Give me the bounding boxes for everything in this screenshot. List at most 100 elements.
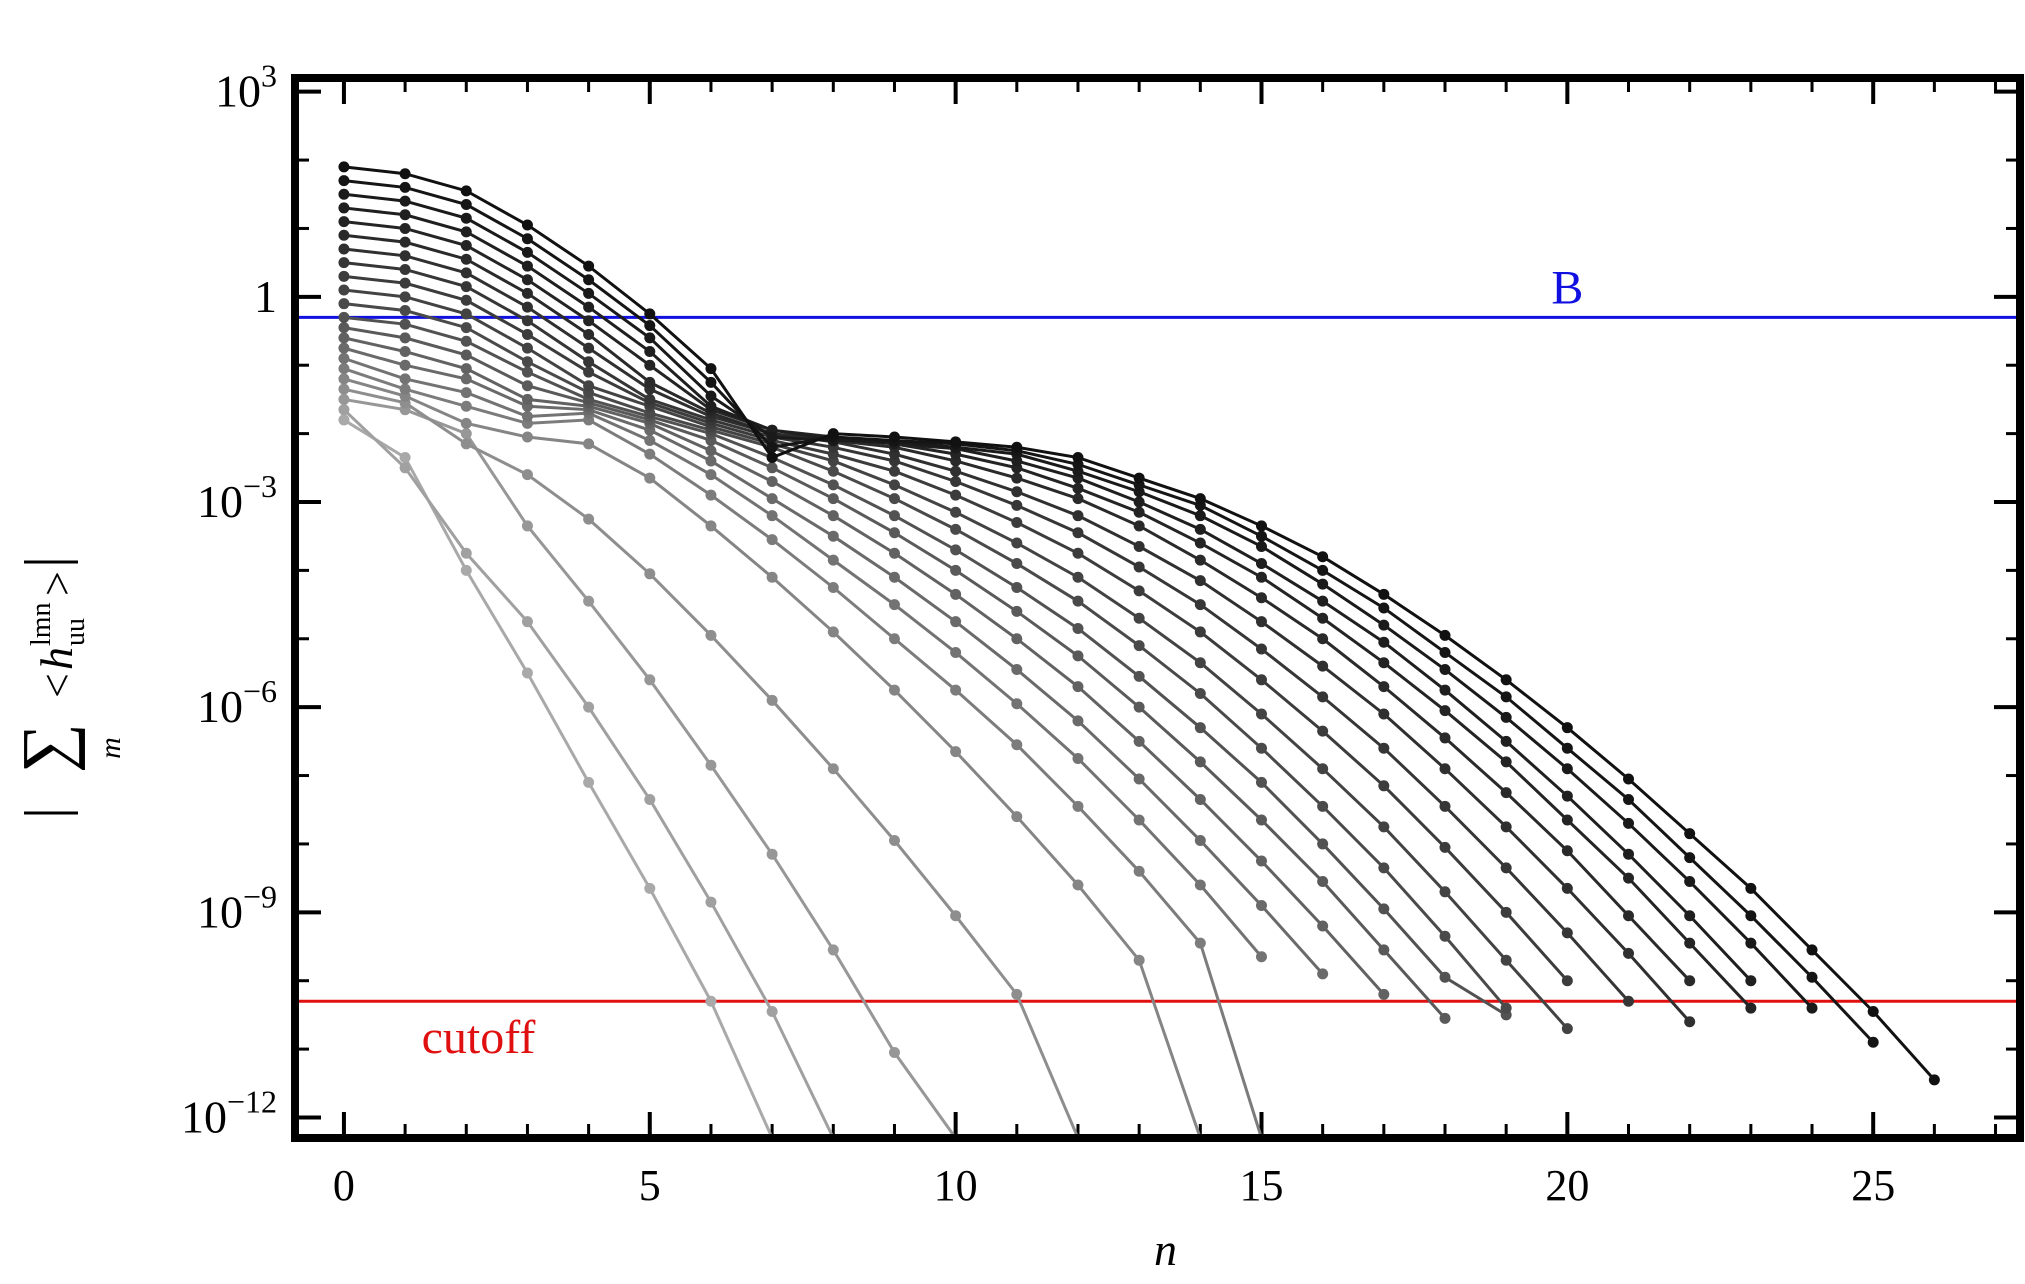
data-point — [1011, 499, 1023, 511]
data-point — [338, 414, 350, 426]
data-point — [1684, 828, 1696, 840]
data-point — [1133, 585, 1145, 597]
data-point — [1011, 811, 1023, 823]
plot-frame — [291, 74, 2024, 1142]
series-line — [343, 418, 774, 1138]
data-point — [1255, 616, 1267, 628]
data-point — [1255, 674, 1267, 686]
series-line — [343, 356, 1263, 958]
data-point — [521, 315, 533, 327]
data-point — [460, 294, 472, 306]
x-tick-label: 25 — [1851, 1161, 1895, 1210]
data-point — [705, 363, 717, 375]
data-point — [1439, 971, 1451, 983]
data-point — [1255, 814, 1267, 826]
data-point — [338, 257, 350, 269]
series-20 — [338, 393, 957, 1138]
data-point — [1194, 835, 1206, 847]
data-point — [583, 513, 595, 525]
series-19 — [338, 383, 1080, 1138]
data-point — [1378, 988, 1390, 1000]
y-tick-label: 103 — [215, 58, 277, 117]
data-point — [1194, 793, 1206, 805]
data-point — [1011, 605, 1023, 617]
data-point — [1500, 1002, 1512, 1014]
data-point — [1255, 776, 1267, 788]
reference-label-B: B — [1551, 261, 1583, 314]
data-point — [583, 356, 595, 368]
data-point — [827, 554, 839, 566]
data-point — [1561, 722, 1573, 734]
data-point — [1623, 817, 1635, 829]
data-point — [521, 366, 533, 378]
data-point — [1806, 944, 1818, 956]
data-point — [399, 452, 411, 464]
data-point — [766, 510, 778, 522]
data-point — [460, 335, 472, 347]
series-16 — [338, 352, 1267, 963]
data-point — [644, 472, 656, 484]
data-point — [460, 349, 472, 361]
data-point — [1072, 493, 1084, 505]
data-point — [521, 520, 533, 532]
data-point — [1500, 691, 1512, 703]
data-point — [1133, 640, 1145, 652]
data-point — [460, 212, 472, 224]
series-group — [338, 161, 1940, 1138]
data-point — [827, 465, 839, 477]
data-point — [1500, 787, 1512, 799]
data-point — [1011, 472, 1023, 484]
data-point — [1439, 684, 1451, 696]
data-point — [1072, 452, 1084, 464]
data-point — [705, 995, 717, 1007]
data-point — [1684, 937, 1696, 949]
data-point — [766, 534, 778, 546]
series-line — [343, 326, 1447, 1020]
series-line — [343, 302, 1508, 1010]
data-point — [399, 373, 411, 385]
data-point — [521, 246, 533, 258]
data-point — [1317, 876, 1329, 888]
data-point — [644, 448, 656, 460]
data-point — [1561, 1023, 1573, 1035]
data-point — [705, 445, 717, 457]
data-point — [1011, 537, 1023, 549]
data-point — [1500, 674, 1512, 686]
superscript-lmn: lmn — [26, 602, 57, 646]
data-point — [1745, 975, 1757, 987]
data-point — [1928, 1074, 1940, 1086]
data-point — [1072, 571, 1084, 583]
data-point — [1317, 920, 1329, 932]
data-point — [1255, 540, 1267, 552]
data-point — [644, 793, 656, 805]
data-point — [583, 342, 595, 354]
data-point — [1011, 558, 1023, 570]
data-point — [521, 393, 533, 405]
series-1 — [338, 161, 1940, 1086]
data-point — [1623, 947, 1635, 959]
data-point — [1684, 910, 1696, 922]
data-point — [338, 352, 350, 364]
data-point — [1867, 1036, 1879, 1048]
data-point — [1072, 623, 1084, 635]
data-point — [521, 431, 533, 443]
data-point — [1317, 660, 1329, 672]
data-point — [1439, 629, 1451, 641]
data-point — [1194, 554, 1206, 566]
data-point — [583, 595, 595, 607]
data-point — [1255, 742, 1267, 754]
data-point — [1623, 872, 1635, 884]
data-point — [1317, 612, 1329, 624]
data-point — [1133, 954, 1145, 966]
data-point — [399, 263, 411, 275]
data-point — [1011, 633, 1023, 645]
data-point — [1561, 882, 1573, 894]
data-point — [1561, 975, 1573, 987]
series-line — [343, 367, 1263, 1138]
data-point — [1133, 701, 1145, 713]
data-point — [1561, 814, 1573, 826]
data-point — [399, 359, 411, 371]
data-point — [1439, 841, 1451, 853]
data-point — [583, 380, 595, 392]
